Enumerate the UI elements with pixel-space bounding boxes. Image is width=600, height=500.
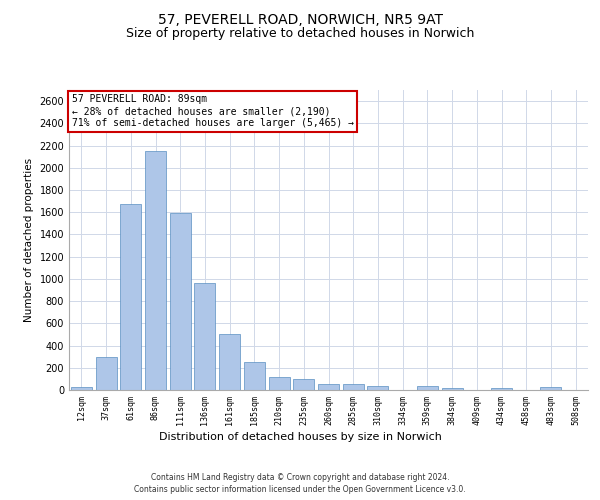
Bar bbox=[293, 379, 314, 390]
Bar bbox=[541, 387, 562, 390]
Bar bbox=[318, 384, 339, 390]
Bar bbox=[170, 214, 191, 390]
Text: Distribution of detached houses by size in Norwich: Distribution of detached houses by size … bbox=[158, 432, 442, 442]
Bar bbox=[417, 386, 438, 390]
Text: Contains public sector information licensed under the Open Government Licence v3: Contains public sector information licen… bbox=[134, 485, 466, 494]
Bar bbox=[442, 388, 463, 390]
Text: 57, PEVERELL ROAD, NORWICH, NR5 9AT: 57, PEVERELL ROAD, NORWICH, NR5 9AT bbox=[157, 12, 443, 26]
Bar bbox=[219, 334, 240, 390]
Bar bbox=[71, 387, 92, 390]
Bar bbox=[491, 388, 512, 390]
Bar bbox=[95, 356, 116, 390]
Text: Size of property relative to detached houses in Norwich: Size of property relative to detached ho… bbox=[126, 28, 474, 40]
Text: Contains HM Land Registry data © Crown copyright and database right 2024.: Contains HM Land Registry data © Crown c… bbox=[151, 472, 449, 482]
Bar bbox=[269, 376, 290, 390]
Bar bbox=[120, 204, 141, 390]
Text: 57 PEVERELL ROAD: 89sqm
← 28% of detached houses are smaller (2,190)
71% of semi: 57 PEVERELL ROAD: 89sqm ← 28% of detache… bbox=[71, 94, 353, 128]
Bar bbox=[244, 362, 265, 390]
Bar bbox=[194, 284, 215, 390]
Bar bbox=[343, 384, 364, 390]
Y-axis label: Number of detached properties: Number of detached properties bbox=[24, 158, 34, 322]
Bar bbox=[367, 386, 388, 390]
Bar bbox=[145, 151, 166, 390]
